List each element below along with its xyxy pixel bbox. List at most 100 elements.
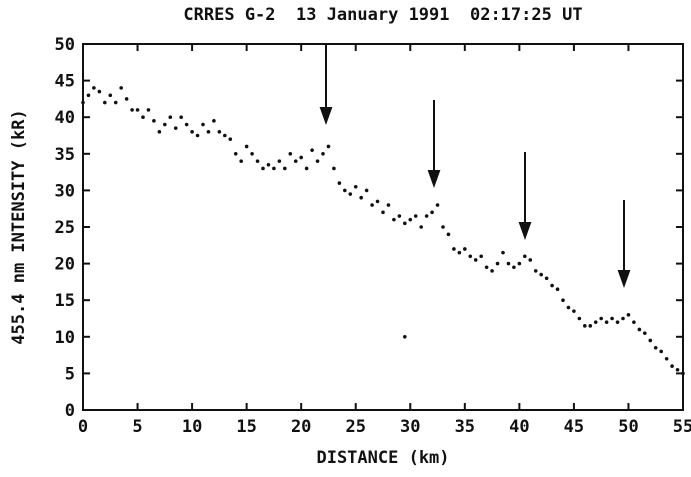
point xyxy=(124,97,129,101)
point xyxy=(419,225,423,229)
chart-title: CRRES G-2 13 January 1991 02:17:25 UT xyxy=(183,5,582,25)
point xyxy=(610,316,614,321)
point xyxy=(130,108,134,112)
x-axis-label: DISTANCE (km) xyxy=(316,448,449,468)
x-tick-label: 10 xyxy=(182,417,202,437)
point xyxy=(113,100,118,105)
point xyxy=(681,371,685,376)
point xyxy=(615,320,620,324)
point xyxy=(152,119,156,123)
x-tick-label: 55 xyxy=(673,417,691,437)
point xyxy=(146,108,151,112)
point xyxy=(321,152,325,156)
point xyxy=(643,331,647,335)
point xyxy=(506,261,511,266)
point xyxy=(359,195,363,200)
point xyxy=(403,335,407,339)
point xyxy=(310,148,314,152)
point xyxy=(217,130,222,134)
arrow-head xyxy=(617,270,631,288)
x-tick-label: 45 xyxy=(564,417,584,437)
point xyxy=(108,93,113,98)
point xyxy=(168,115,173,119)
point xyxy=(397,214,402,218)
point xyxy=(157,130,162,134)
point xyxy=(572,309,576,313)
point xyxy=(97,89,102,94)
point xyxy=(277,159,282,163)
y-tick-label: 0 xyxy=(65,401,75,421)
point xyxy=(424,214,429,218)
point xyxy=(304,166,309,171)
x-tick-label: 25 xyxy=(345,417,365,437)
y-tick-label: 5 xyxy=(65,364,75,384)
y-tick-label: 25 xyxy=(55,218,75,238)
point xyxy=(81,100,85,105)
arrow-head xyxy=(518,222,532,240)
point xyxy=(343,188,347,193)
point xyxy=(490,269,494,273)
point xyxy=(119,86,123,90)
point xyxy=(588,324,593,328)
point xyxy=(195,133,200,138)
point xyxy=(255,159,260,163)
point xyxy=(501,250,505,255)
point xyxy=(533,269,538,273)
point xyxy=(212,119,216,123)
point xyxy=(201,122,205,127)
x-tick-label: 0 xyxy=(78,417,88,437)
point xyxy=(632,320,636,324)
y-tick-label: 30 xyxy=(55,181,75,201)
x-tick-label: 20 xyxy=(291,417,311,437)
point xyxy=(430,210,434,215)
point xyxy=(446,232,451,237)
y-tick-label: 15 xyxy=(55,291,75,311)
point xyxy=(370,203,374,207)
point xyxy=(392,217,396,222)
point xyxy=(381,210,385,215)
point xyxy=(463,247,467,251)
y-tick-label: 10 xyxy=(55,328,75,348)
arrows xyxy=(319,45,631,288)
x-tick-label: 30 xyxy=(400,417,420,437)
x-tick-label: 40 xyxy=(509,417,529,437)
point xyxy=(332,166,336,171)
point xyxy=(266,162,271,167)
point xyxy=(299,155,303,160)
x-tick-label: 35 xyxy=(455,417,475,437)
x-tick-label: 50 xyxy=(618,417,638,437)
point xyxy=(675,367,680,372)
point xyxy=(621,316,625,321)
point xyxy=(206,130,211,134)
arrow-head xyxy=(427,170,441,188)
x-tick-label: 15 xyxy=(236,417,256,437)
point xyxy=(86,93,91,98)
point xyxy=(512,265,516,270)
point xyxy=(539,272,543,277)
point xyxy=(452,247,456,251)
point xyxy=(566,305,571,310)
point xyxy=(190,130,194,134)
point xyxy=(408,217,413,222)
point xyxy=(637,327,642,332)
plot-frame xyxy=(82,43,684,411)
point xyxy=(184,122,189,127)
point xyxy=(233,152,238,156)
point xyxy=(163,122,167,127)
y-tick-label: 50 xyxy=(55,35,75,55)
point xyxy=(528,258,533,262)
point xyxy=(244,144,249,149)
y-tick-label: 45 xyxy=(55,72,75,92)
point xyxy=(441,225,445,229)
point xyxy=(495,261,500,266)
point xyxy=(272,166,276,171)
point xyxy=(435,203,440,207)
point xyxy=(386,203,391,207)
point xyxy=(103,100,107,105)
point xyxy=(473,258,478,262)
arrow-head xyxy=(319,107,333,125)
point xyxy=(141,115,145,119)
point xyxy=(92,86,96,90)
x-tick-label: 5 xyxy=(132,417,142,437)
point xyxy=(353,184,358,189)
